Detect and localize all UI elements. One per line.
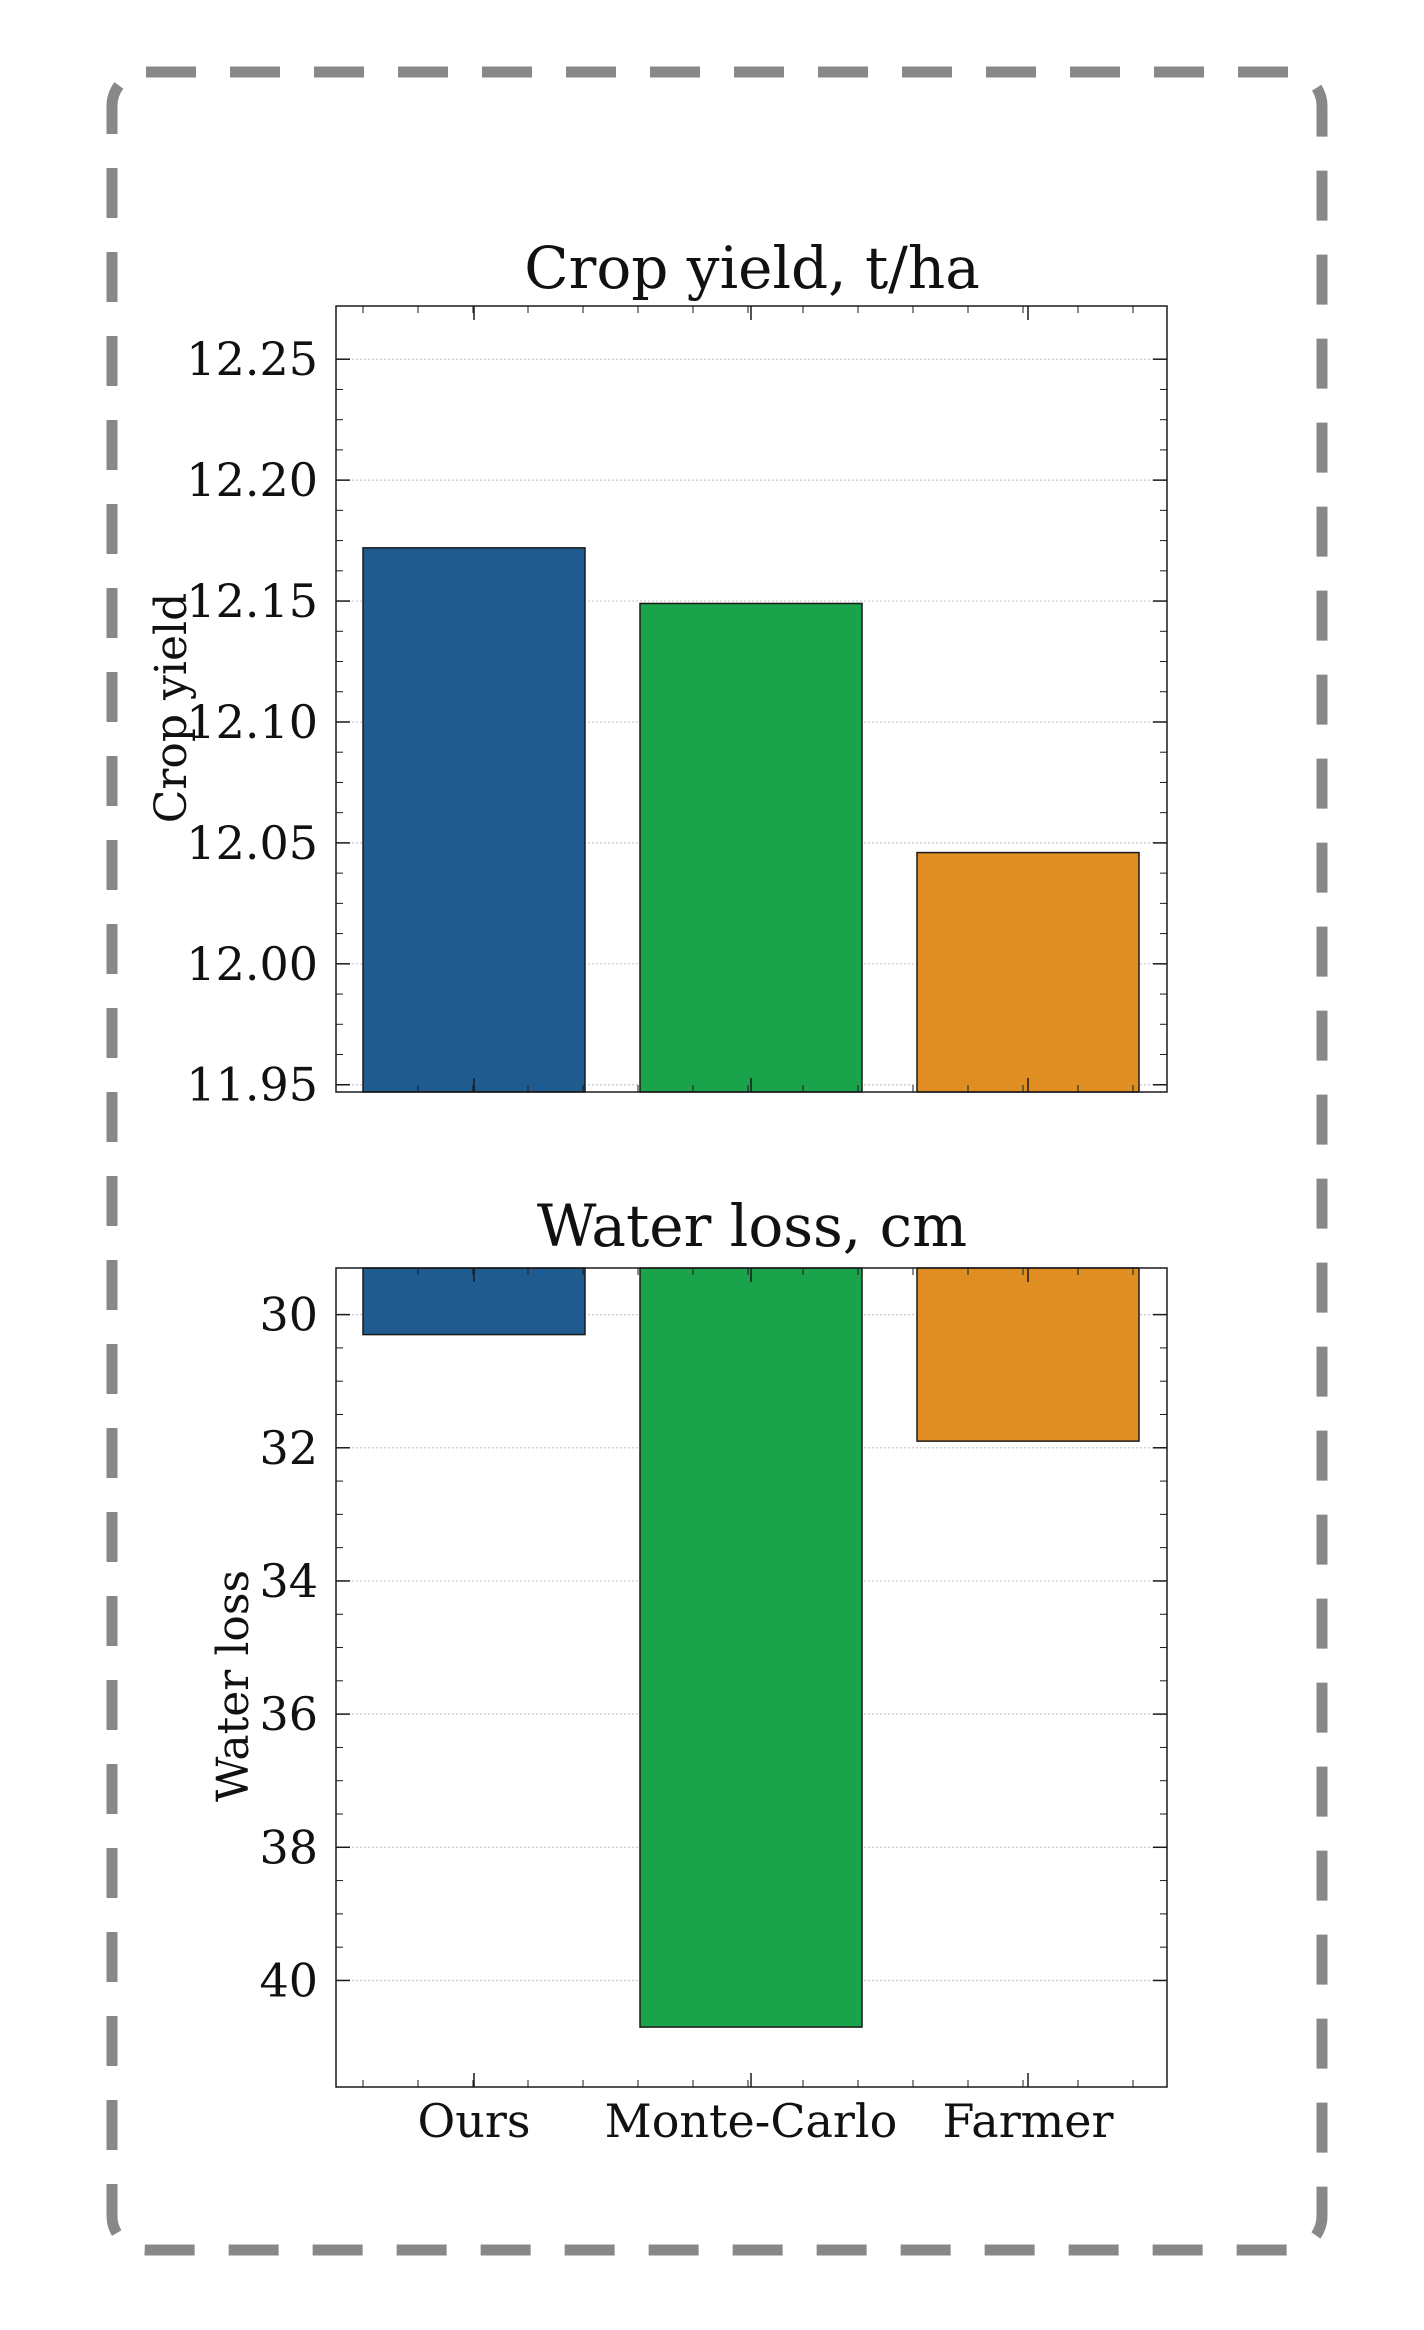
water-loss-category-labels: Ours Monte-Carlo Farmer [418, 2094, 1114, 2148]
water-loss-bar-monte-carlo [639, 1267, 863, 2028]
water-loss-y-tick-label: 36 [259, 1687, 318, 1741]
water-loss-y-tick-label: 34 [259, 1554, 318, 1608]
crop-yield-y-tick-label: 12.00 [186, 937, 318, 991]
crop-yield-bar-ours [362, 547, 586, 1093]
water-loss-bar-farmer [916, 1267, 1140, 1442]
crop-yield-ticks [336, 306, 1167, 1092]
water-loss-y-tick-label: 40 [259, 1953, 318, 2007]
crop-yield-y-tick-label: 12.15 [186, 574, 318, 628]
water-loss-ticks [336, 1268, 1167, 2087]
crop-yield-y-axis-label: Crop yield [146, 593, 197, 824]
water-loss-x-tick-label: Monte-Carlo [605, 2094, 898, 2148]
water-loss-y-tick-label: 38 [259, 1820, 318, 1874]
water-loss-bars [362, 1267, 1140, 2028]
crop-yield-bars [362, 547, 1140, 1093]
crop-yield-y-tick-label: 12.10 [186, 695, 318, 749]
crop-yield-y-tick-label: 12.25 [186, 332, 318, 386]
water-loss-x-tick-label: Farmer [942, 2094, 1113, 2148]
crop-yield-y-tick-label: 12.05 [186, 816, 318, 870]
crop-yield-y-tick-label: 12.20 [186, 453, 318, 507]
crop-yield-y-tick-label: 11.95 [186, 1058, 318, 1112]
water-loss-y-axis-label: Water loss [208, 1570, 259, 1802]
water-loss-y-tick-label: 30 [259, 1288, 318, 1342]
crop-yield-bar-monte-carlo [639, 602, 863, 1093]
crop-yield-chart-title: Crop yield, t/ha [524, 234, 980, 302]
water-loss-x-tick-label: Ours [418, 2094, 531, 2148]
water-loss-y-tick-label: 32 [259, 1421, 318, 1475]
water-loss-chart-title: Water loss, cm [537, 1192, 967, 1260]
water-loss-chart: 30 32 34 36 38 40 Ours Monte-Carlo Farmer Water… [208, 1192, 1168, 2148]
water-loss-tick-labels: 30 32 34 36 38 40 [259, 1288, 318, 2008]
crop-yield-bar-farmer [916, 851, 1140, 1093]
crop-yield-tick-labels: 11.95 12.00 12.05 12.10 12.15 12.20 12.25 [186, 332, 318, 1112]
crop-yield-chart: 11.95 12.00 12.05 12.10 12.15 12.20 12.25 Crop… [146, 234, 1168, 1112]
